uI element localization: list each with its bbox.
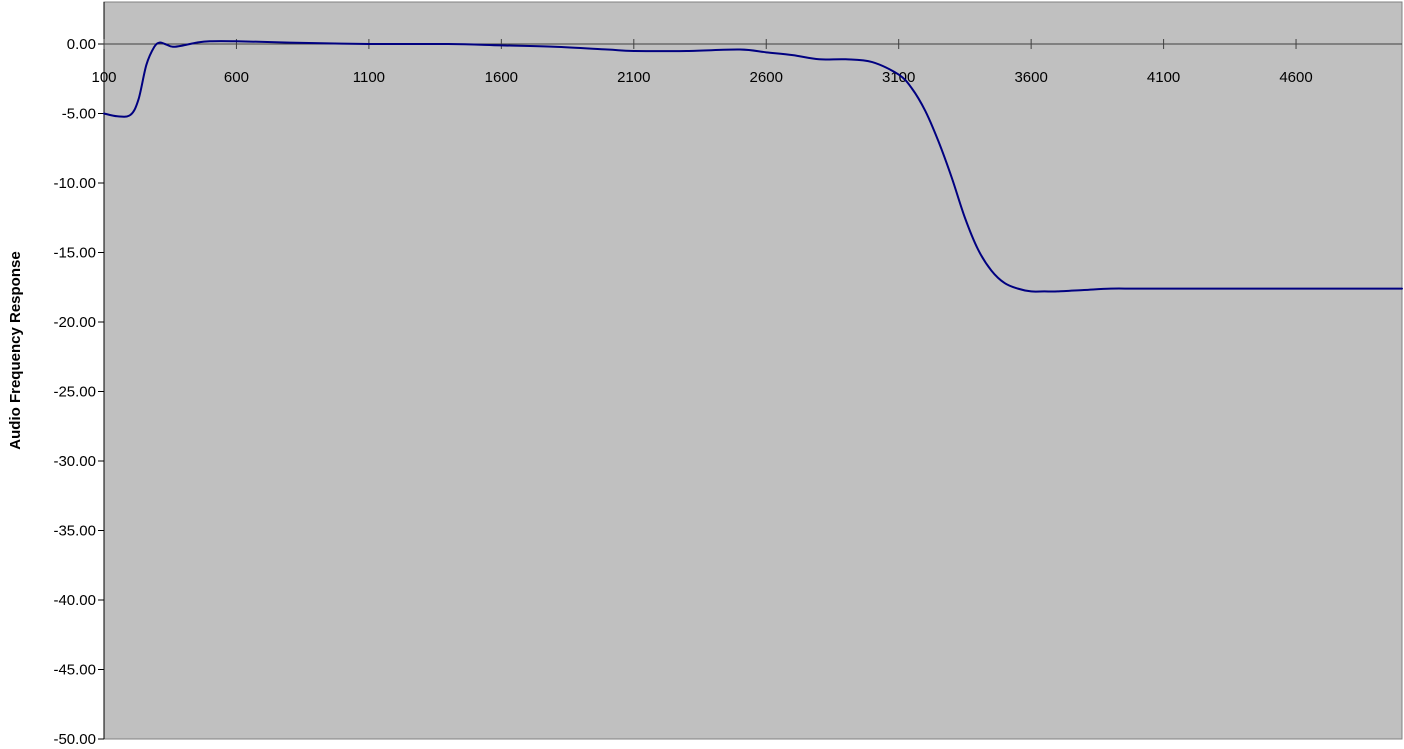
- y-tick-label: -20.00: [53, 314, 96, 331]
- x-tick-label: 1600: [485, 69, 518, 86]
- y-tick-label: -25.00: [53, 384, 96, 401]
- plot-area: [103, 1, 1403, 740]
- x-tick-label: 4600: [1279, 69, 1312, 86]
- x-tick-label: 3600: [1014, 69, 1047, 86]
- y-tick-label: -30.00: [53, 453, 96, 470]
- y-tick-label: -45.00: [53, 662, 96, 679]
- x-tick-label: 2100: [617, 69, 650, 86]
- y-tick-label: -10.00: [53, 175, 96, 192]
- y-tick-label: -15.00: [53, 245, 96, 262]
- y-tick-label: -5.00: [62, 106, 96, 123]
- y-tick-label: -35.00: [53, 523, 96, 540]
- x-tick-label: 3100: [882, 69, 915, 86]
- series-group: [103, 40, 1403, 293]
- y-axis: 0.00 -5.00 -10.00 -15.00 -20.00 -25.00 -30.00 -…: [53, 2, 105, 748]
- y-axis-title: Audio Frequency Response: [7, 251, 24, 449]
- x-tick-label: 1100: [353, 69, 385, 86]
- x-tick-label: 4100: [1147, 69, 1180, 86]
- x-tick-label: 600: [224, 69, 249, 86]
- series-line: [103, 40, 1403, 293]
- y-tick-label: 0.00: [67, 36, 96, 53]
- y-tick-label: -50.00: [53, 731, 96, 748]
- x-tick-label: 100: [91, 69, 116, 86]
- x-axis: 100 600 1100 1600 2100 2600 3100 3600 4100 4600: [91, 39, 1402, 86]
- y-tick-label: -40.00: [53, 592, 96, 609]
- x-tick-label: 2600: [750, 69, 783, 86]
